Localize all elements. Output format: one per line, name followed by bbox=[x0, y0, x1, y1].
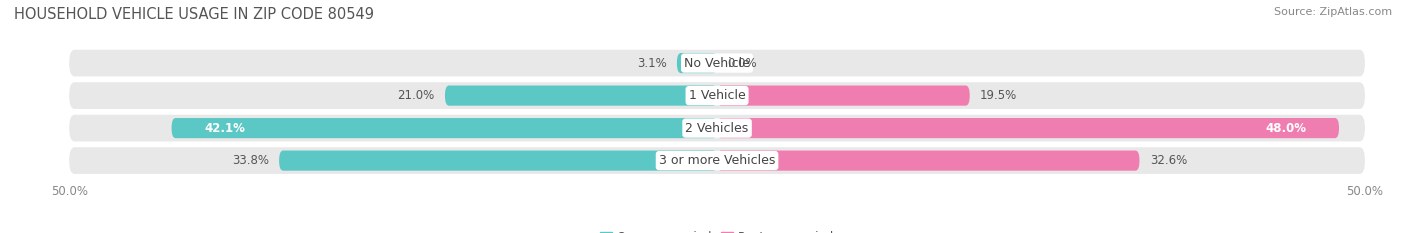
FancyBboxPatch shape bbox=[172, 118, 717, 138]
Text: 0.0%: 0.0% bbox=[727, 57, 756, 70]
Text: HOUSEHOLD VEHICLE USAGE IN ZIP CODE 80549: HOUSEHOLD VEHICLE USAGE IN ZIP CODE 8054… bbox=[14, 7, 374, 22]
Text: 32.6%: 32.6% bbox=[1150, 154, 1187, 167]
FancyBboxPatch shape bbox=[717, 118, 1339, 138]
Text: 42.1%: 42.1% bbox=[204, 122, 245, 135]
Text: 19.5%: 19.5% bbox=[980, 89, 1018, 102]
FancyBboxPatch shape bbox=[717, 86, 970, 106]
FancyBboxPatch shape bbox=[280, 151, 717, 171]
Legend: Owner-occupied, Renter-occupied: Owner-occupied, Renter-occupied bbox=[595, 226, 839, 233]
Text: 33.8%: 33.8% bbox=[232, 154, 269, 167]
Text: 2 Vehicles: 2 Vehicles bbox=[686, 122, 748, 135]
FancyBboxPatch shape bbox=[69, 50, 1365, 76]
Text: 1 Vehicle: 1 Vehicle bbox=[689, 89, 745, 102]
FancyBboxPatch shape bbox=[69, 147, 1365, 174]
Text: No Vehicle: No Vehicle bbox=[685, 57, 749, 70]
Text: 21.0%: 21.0% bbox=[398, 89, 434, 102]
Text: 3.1%: 3.1% bbox=[637, 57, 666, 70]
FancyBboxPatch shape bbox=[69, 82, 1365, 109]
FancyBboxPatch shape bbox=[717, 151, 1139, 171]
Text: Source: ZipAtlas.com: Source: ZipAtlas.com bbox=[1274, 7, 1392, 17]
FancyBboxPatch shape bbox=[444, 86, 717, 106]
Text: 3 or more Vehicles: 3 or more Vehicles bbox=[659, 154, 775, 167]
Text: 48.0%: 48.0% bbox=[1265, 122, 1306, 135]
FancyBboxPatch shape bbox=[69, 115, 1365, 141]
FancyBboxPatch shape bbox=[676, 53, 717, 73]
